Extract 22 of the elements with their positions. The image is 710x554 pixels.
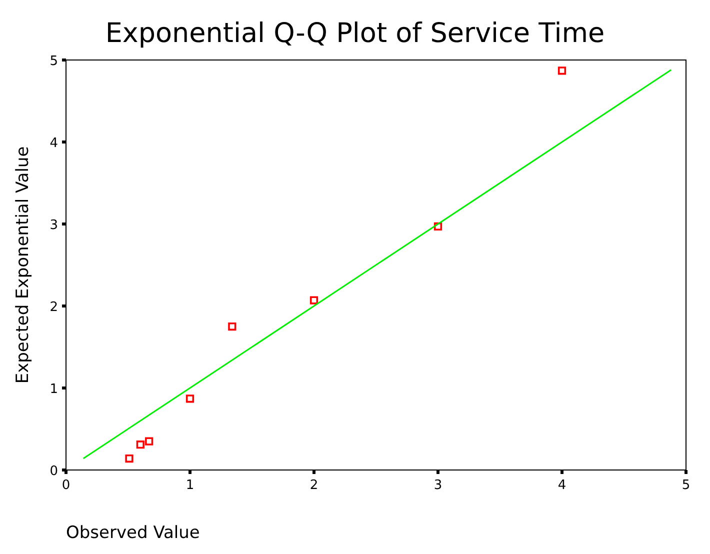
point (558, 66, 566, 75)
x-tick-label: 5 (682, 478, 690, 493)
y-tick-label: 2 (50, 300, 58, 315)
point (186, 394, 194, 403)
x-tick-label: 4 (558, 478, 566, 493)
chart-title: Exponential Q-Q Plot of Service Time (105, 18, 605, 49)
y-axis-title: Expected Exponential Value (13, 146, 33, 384)
y-tick-label: 4 (50, 136, 58, 151)
y-tick-label: 1 (50, 382, 58, 397)
y-tick-label: 5 (50, 54, 58, 69)
point (145, 437, 154, 446)
x-axis-title: Observed Value (66, 523, 200, 543)
y-tick-label: 0 (50, 464, 58, 479)
x-tick-label: 0 (62, 478, 70, 493)
x-tick-label: 2 (310, 478, 318, 493)
point (136, 440, 144, 449)
x-tick-label: 3 (434, 478, 442, 493)
point (125, 454, 134, 463)
y-tick-label: 3 (50, 218, 58, 233)
point (310, 296, 318, 304)
x-tick-label: 1 (186, 478, 194, 493)
point (228, 322, 236, 331)
